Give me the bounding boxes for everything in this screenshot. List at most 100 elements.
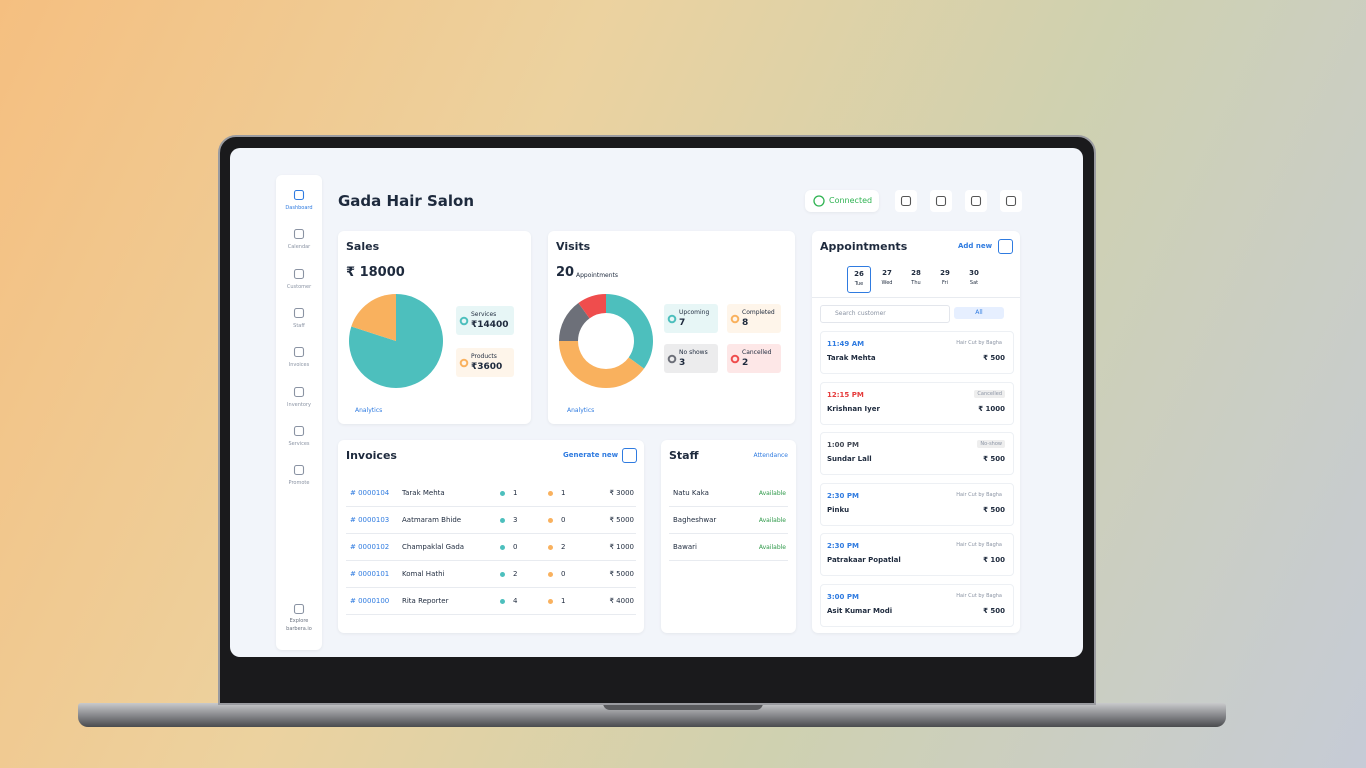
dot [548, 599, 553, 604]
appointment-time: 2:30 PM [827, 542, 859, 550]
appointment-item[interactable]: 12:15 PM Cancelled Krishnan Iyer ₹ 1000 [820, 381, 1014, 425]
nav-item[interactable]: Dashboard [285, 205, 313, 211]
icon [1005, 195, 1017, 207]
dot [548, 518, 553, 523]
day-button[interactable]: 27 Wed [876, 266, 898, 291]
header-icon-button[interactable] [965, 190, 987, 212]
header-icon-button[interactable] [1000, 190, 1022, 212]
analytics-link[interactable]: Analytics [567, 407, 595, 414]
day-date: 27 [882, 269, 892, 277]
nav-item[interactable]: Calendar [287, 244, 311, 251]
invoice-id[interactable]: # 0000101 [350, 570, 390, 578]
amount: ₹ 4000 [609, 597, 635, 605]
count: 2 [561, 543, 566, 551]
appointment-price: ₹ 500 [983, 455, 1005, 463]
legend-item: Products ₹3600 [456, 348, 514, 377]
customer-name: Pinku [827, 505, 850, 514]
card-title: Visits [556, 240, 591, 253]
plus-button[interactable] [622, 448, 637, 463]
invoice-id[interactable]: # 0000104 [350, 489, 390, 497]
appointment-item[interactable]: 2:30 PM Hair Cut by Bagha Pinku ₹ 500 [820, 482, 1014, 526]
row-divider [346, 533, 636, 534]
appointment-price: ₹ 500 [983, 606, 1005, 615]
icon-shape [293, 189, 305, 201]
analytics-link[interactable]: Analytics [355, 407, 383, 414]
amount: ₹ 3000 [609, 489, 635, 497]
day-button[interactable]: 26 Tue [847, 266, 871, 293]
screen: Dashboard Calendar Customer Staff Invoices In… [230, 148, 1083, 657]
header-icon-button[interactable] [930, 190, 952, 212]
header-icon-button[interactable] [895, 190, 917, 212]
icon [970, 195, 982, 207]
invoice-id[interactable]: # 0000100 [350, 597, 390, 605]
icon-shape [293, 386, 305, 397]
customer-name: Champaklal Gada [402, 543, 465, 551]
dot [548, 491, 553, 496]
appointment-item[interactable]: 2:30 PM Hair Cut by Bagha Patrakaar Popatl… [820, 533, 1014, 576]
icon-shape [293, 347, 305, 358]
nav-item[interactable]: Promote [288, 480, 310, 487]
pie-slice [578, 294, 606, 319]
pie-slice [559, 341, 645, 388]
icon-shape [293, 229, 305, 240]
day-button[interactable]: 29 Fri [934, 266, 956, 291]
legend-dot [730, 354, 740, 364]
pie-chart [559, 294, 653, 388]
pie-slice [606, 294, 653, 369]
legend-marker [730, 354, 740, 364]
invoice-id[interactable]: # 0000103 [350, 516, 390, 524]
invoices-card: Invoices Generate new # 0000104 Tarak Mehta… [338, 440, 644, 633]
attendance-link[interactable]: Attendance [753, 452, 788, 459]
customer-name: Sundar Lall [827, 455, 872, 463]
whatsapp-icon [813, 195, 825, 207]
legend-name: Cancelled [742, 349, 772, 356]
connected-button[interactable]: Connected [805, 190, 879, 212]
search-box[interactable]: Search customer [820, 305, 950, 323]
appointment-time: 12:15 PM [827, 390, 864, 399]
icon-shape [900, 195, 912, 207]
card-title: Sales [346, 240, 380, 253]
nav-item[interactable]: Customer [286, 283, 312, 290]
customer-name: Rita Reporter [402, 597, 449, 605]
plus-button[interactable] [998, 239, 1013, 254]
staff-name: Bawari [673, 543, 697, 551]
staff-card: Staff Attendance Natu Kaka Available Baghesh… [661, 440, 796, 633]
pie-slice [351, 294, 396, 341]
legend-name: Services [471, 311, 497, 318]
day-button[interactable]: 28 Thu [905, 266, 927, 291]
pie-slice [559, 302, 590, 341]
next-arrow[interactable] [1000, 273, 1010, 283]
invoice-id[interactable]: # 0000102 [350, 543, 390, 551]
day-date: 26 [854, 270, 864, 278]
appointment-time: 1:00 PM [827, 441, 859, 449]
nav-item[interactable]: Invoices [288, 362, 310, 369]
appointment-item[interactable]: 1:00 PM No-show Sundar Lall ₹ 500 [820, 432, 1014, 475]
count: 1 [561, 489, 566, 497]
icon [293, 268, 305, 279]
legend-dot [667, 314, 677, 324]
row-divider [346, 614, 636, 615]
prev-arrow[interactable] [824, 273, 834, 283]
sidebar: Dashboard Calendar Customer Staff Invoices In… [276, 175, 322, 650]
dot [500, 572, 505, 577]
dot [500, 545, 505, 550]
nav-item[interactable]: Staff [293, 322, 305, 329]
count: 4 [513, 597, 518, 605]
appointment-item[interactable]: 11:49 AM Hair Cut by Bagha Tarak Mehta ₹ 50… [820, 331, 1014, 374]
laptop-notch [603, 703, 763, 710]
appointment-price: ₹ 100 [983, 556, 1005, 564]
nav-item[interactable]: Services [288, 440, 310, 447]
card-title: Staff [669, 449, 699, 462]
day-button[interactable]: 30 Sat [963, 266, 985, 291]
dot [548, 545, 553, 550]
count: 1 [561, 597, 566, 605]
filter-select[interactable]: All [954, 307, 1004, 319]
nav-footer[interactable]: barbera.io [286, 626, 312, 632]
generate-button[interactable]: Generate new [563, 451, 619, 459]
nav-item[interactable]: Inventory [287, 401, 311, 408]
legend-marker [667, 314, 677, 324]
nav-footer[interactable]: Explore [289, 618, 309, 624]
appointment-item[interactable]: 3:00 PM Hair Cut by Bagha Asit Kumar Modi ₹… [820, 583, 1014, 627]
add-button[interactable]: Add new [958, 242, 993, 250]
count: 0 [561, 516, 566, 524]
